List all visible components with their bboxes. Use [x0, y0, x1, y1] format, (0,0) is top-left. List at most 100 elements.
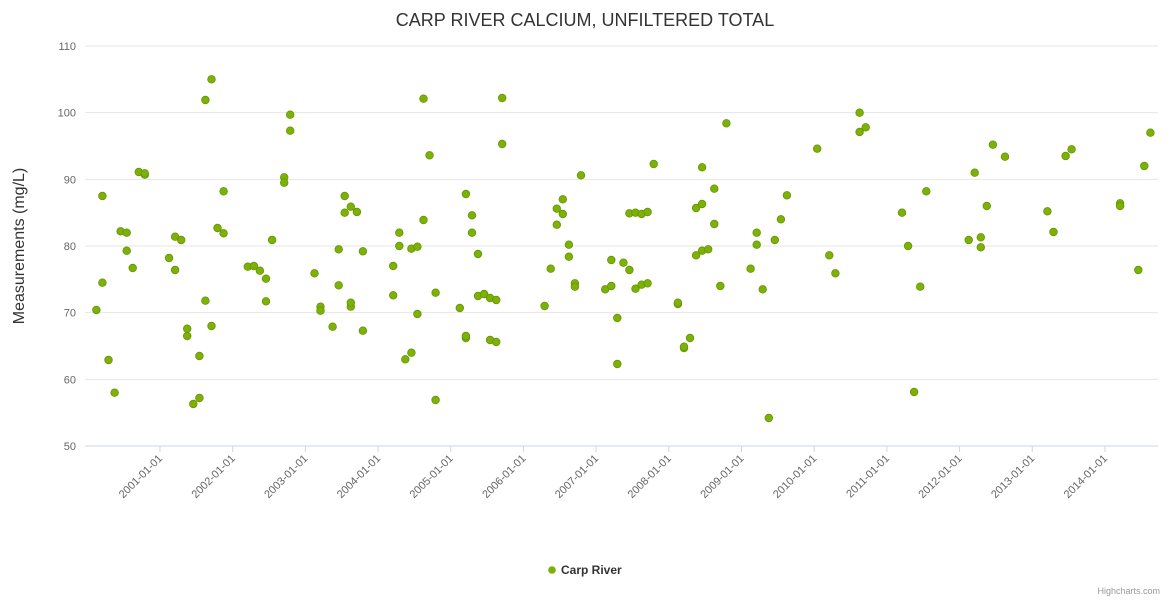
data-point[interactable] [431, 288, 440, 297]
data-point[interactable] [631, 284, 640, 293]
data-point[interactable] [976, 233, 985, 242]
data-point[interactable] [813, 144, 822, 153]
data-point[interactable] [219, 229, 228, 238]
data-point[interactable] [831, 269, 840, 278]
data-point[interactable] [1049, 227, 1058, 237]
legend-item-carp-river[interactable]: Carp River [548, 563, 622, 577]
data-point[interactable] [310, 269, 319, 278]
data-point[interactable] [395, 241, 404, 251]
data-point[interactable] [498, 139, 507, 149]
data-point[interactable] [558, 209, 567, 219]
data-point[interactable] [334, 245, 343, 254]
data-point[interactable] [619, 258, 628, 267]
data-point[interactable] [419, 215, 428, 225]
data-point[interactable] [286, 126, 295, 135]
data-point[interactable] [758, 285, 767, 294]
data-point[interactable] [395, 228, 404, 237]
data-point[interactable] [286, 110, 295, 119]
data-point[interactable] [401, 355, 410, 364]
data-point[interactable] [261, 274, 271, 283]
data-point[interactable] [255, 266, 265, 275]
data-point[interactable] [358, 326, 368, 335]
data-point[interactable] [122, 228, 131, 237]
data-point[interactable] [413, 242, 422, 251]
data-point[interactable] [128, 263, 137, 273]
data-point[interactable] [467, 211, 477, 220]
data-point[interactable] [1000, 152, 1010, 161]
data-point[interactable] [334, 281, 343, 290]
data-point[interactable] [855, 127, 864, 137]
data-point[interactable] [346, 298, 355, 307]
data-point[interactable] [922, 187, 931, 196]
data-point[interactable] [189, 399, 198, 409]
data-point[interactable] [776, 215, 786, 224]
data-point[interactable] [782, 191, 792, 200]
data-point[interactable] [982, 201, 991, 211]
data-point[interactable] [316, 306, 325, 315]
data-point[interactable] [704, 245, 713, 254]
data-point[interactable] [988, 140, 998, 149]
data-point[interactable] [649, 159, 658, 169]
data-point[interactable] [570, 282, 580, 291]
data-point[interactable] [710, 184, 719, 193]
data-point[interactable] [697, 199, 707, 209]
data-point[interactable] [267, 235, 277, 245]
data-point[interactable] [467, 228, 477, 237]
data-point[interactable] [201, 95, 210, 105]
data-point[interactable] [413, 309, 422, 319]
data-point[interactable] [104, 355, 113, 365]
data-point[interactable] [643, 207, 652, 217]
data-point[interactable] [855, 108, 864, 117]
data-point[interactable] [1061, 151, 1070, 161]
data-point[interactable] [976, 243, 985, 252]
data-point[interactable] [419, 94, 428, 103]
data-point[interactable] [207, 321, 216, 331]
data-point[interactable] [552, 204, 561, 213]
data-point[interactable] [1146, 128, 1155, 137]
data-point[interactable] [492, 337, 501, 347]
data-point[interactable] [576, 171, 586, 180]
data-point[interactable] [752, 228, 761, 237]
data-point[interactable] [861, 123, 870, 132]
data-point[interactable] [98, 191, 107, 201]
data-point[interactable] [195, 351, 204, 361]
data-point[interactable] [770, 235, 779, 245]
data-point[interactable] [473, 249, 483, 259]
data-point[interactable] [540, 301, 549, 311]
data-point[interactable] [92, 305, 101, 315]
data-point[interactable] [1134, 265, 1143, 275]
data-point[interactable] [716, 281, 725, 291]
data-point[interactable] [207, 75, 216, 84]
data-point[interactable] [909, 387, 919, 397]
data-point[interactable] [261, 297, 271, 306]
credits-link[interactable]: Highcharts.com [1097, 586, 1160, 596]
data-point[interactable] [492, 295, 501, 305]
data-point[interactable] [98, 278, 107, 287]
data-point[interactable] [722, 119, 731, 128]
data-point[interactable] [461, 189, 471, 199]
data-point[interactable] [825, 251, 834, 260]
data-point[interactable] [625, 265, 634, 275]
data-point[interactable] [498, 93, 507, 103]
data-point[interactable] [673, 298, 683, 307]
data-point[interactable] [280, 178, 289, 187]
data-point[interactable] [546, 264, 555, 273]
data-point[interactable] [110, 388, 119, 397]
data-point[interactable] [170, 265, 180, 275]
data-point[interactable] [897, 208, 907, 217]
data-point[interactable] [752, 240, 761, 249]
data-point[interactable] [564, 252, 574, 261]
data-point[interactable] [964, 235, 973, 245]
data-point[interactable] [558, 195, 567, 204]
data-point[interactable] [613, 359, 622, 369]
data-point[interactable] [340, 191, 349, 201]
data-point[interactable] [358, 247, 368, 256]
data-point[interactable] [710, 219, 719, 229]
data-point[interactable] [164, 253, 174, 263]
data-point[interactable] [346, 202, 355, 211]
data-point[interactable] [389, 261, 398, 271]
data-point[interactable] [1067, 145, 1076, 154]
data-point[interactable] [352, 207, 362, 217]
data-point[interactable] [425, 151, 434, 160]
data-point[interactable] [455, 303, 464, 313]
